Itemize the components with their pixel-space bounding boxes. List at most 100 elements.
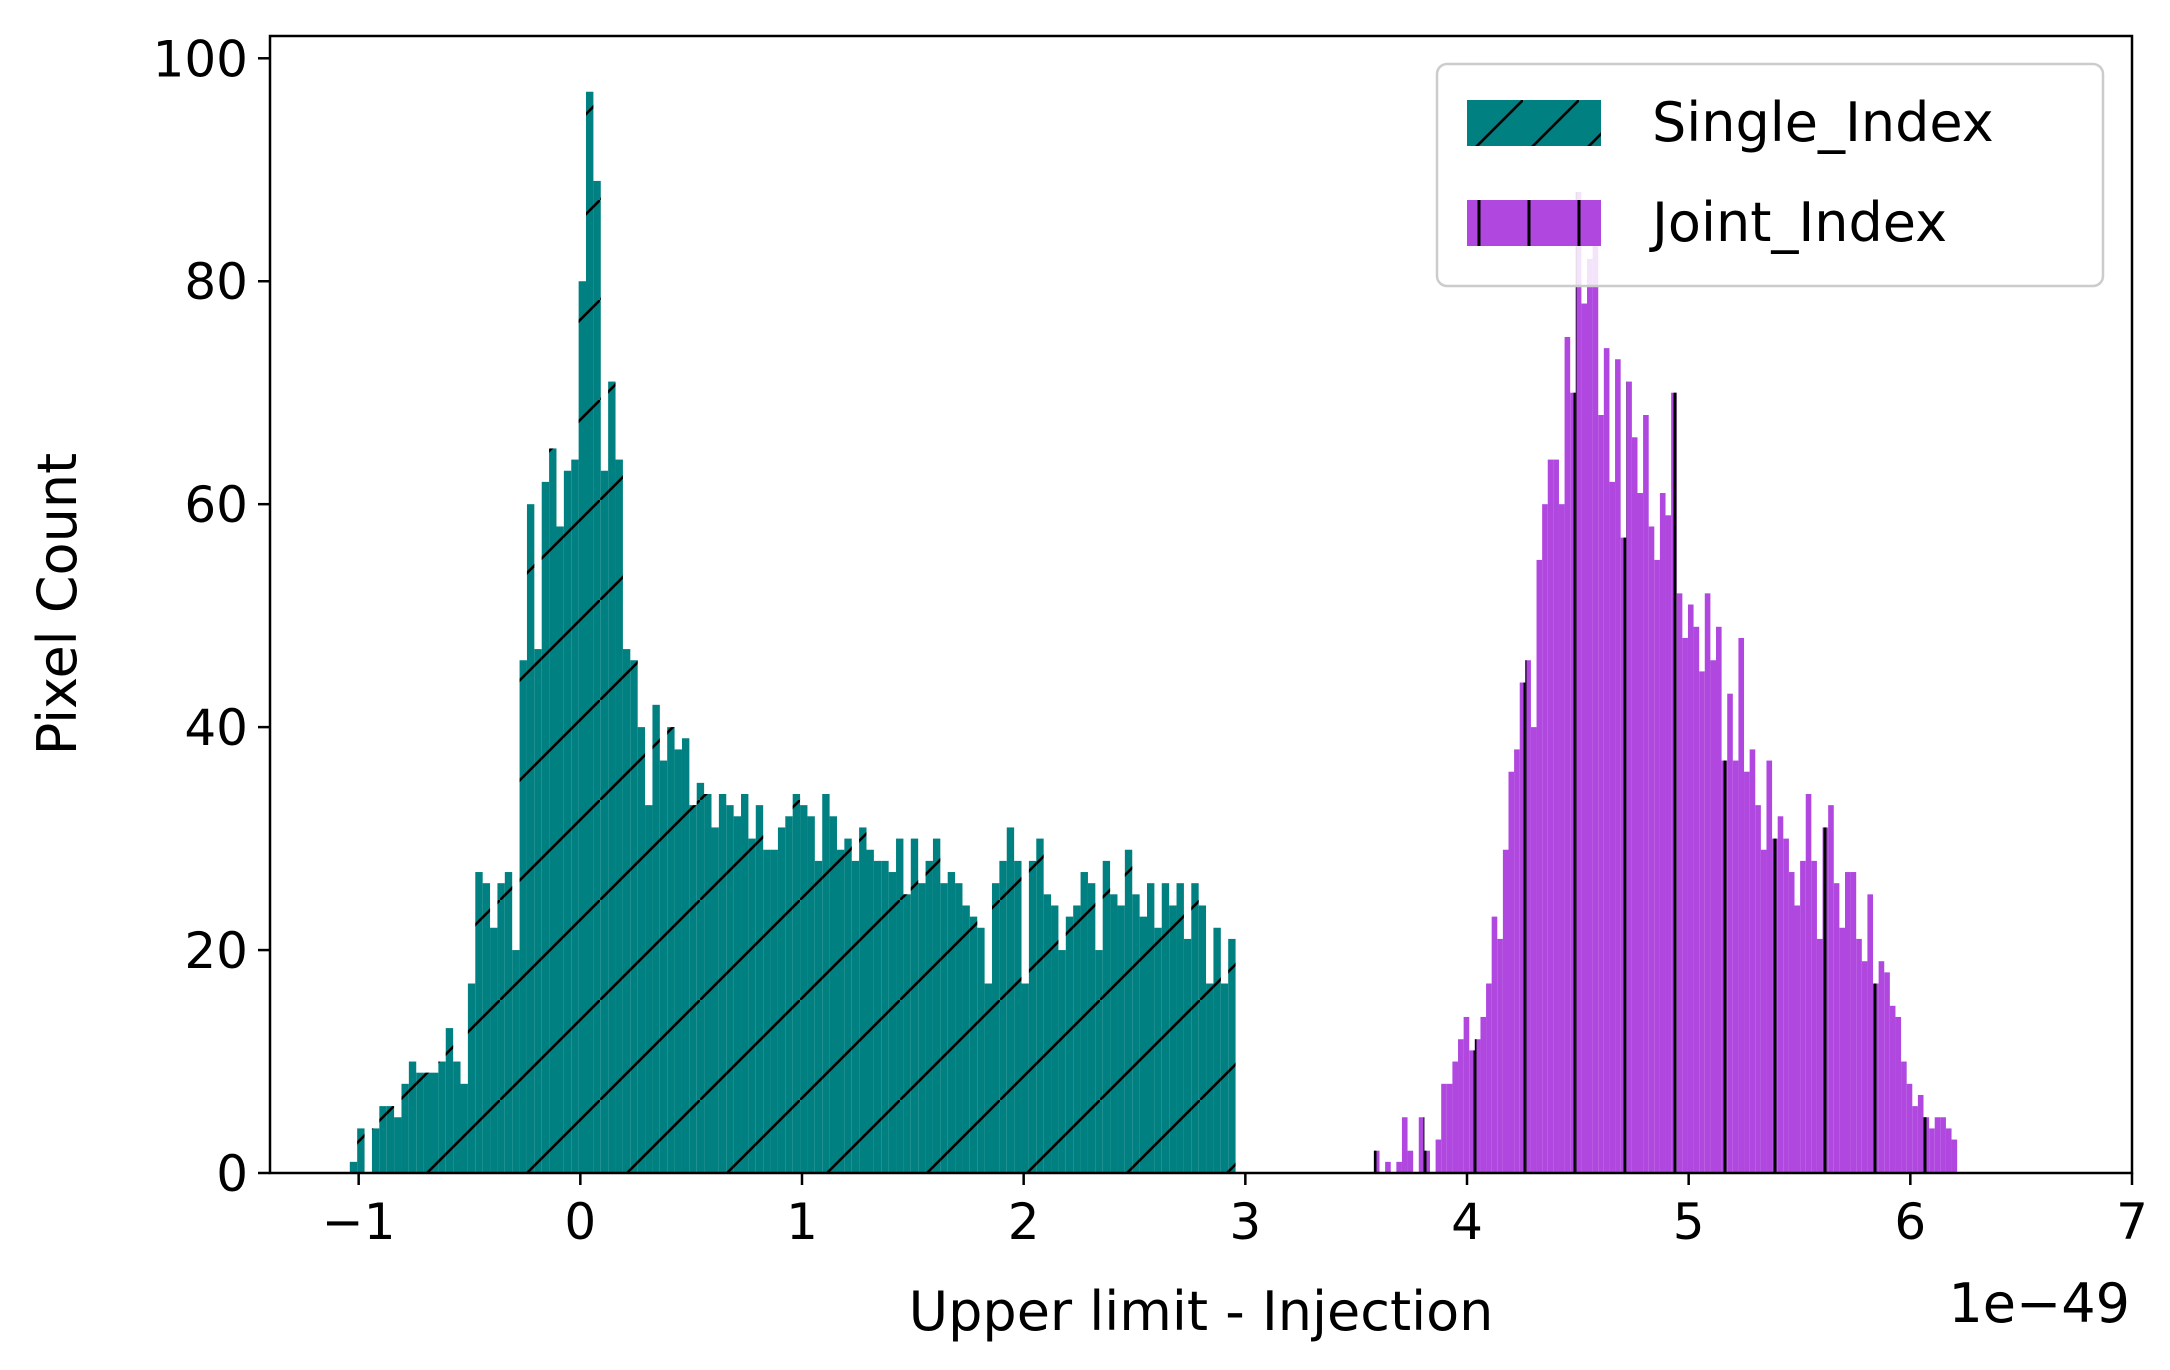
bar-hatch [1547, 459, 1554, 1173]
x-tick-label: 4 [1451, 1193, 1483, 1251]
bar-hatch [748, 838, 756, 1173]
bar-hatch [1147, 883, 1155, 1173]
bar-hatch [851, 860, 860, 1173]
bar-hatch [630, 660, 638, 1173]
bar-hatch [1951, 1139, 1958, 1173]
bar-hatch [755, 805, 764, 1173]
bar-hatch [645, 805, 653, 1173]
bar-hatch [792, 794, 801, 1173]
bar-hatch [453, 1061, 461, 1173]
bar-hatch [1861, 961, 1868, 1173]
bar-hatch [1508, 771, 1515, 1173]
bar-hatch [416, 1072, 424, 1173]
legend-box [1435, 62, 2105, 288]
bar-hatch [1021, 983, 1029, 1173]
bar-hatch [1139, 916, 1147, 1173]
legend: Single_Index Joint_Index [1435, 62, 2105, 288]
bar-hatch [1811, 860, 1817, 1173]
bar-hatch [1923, 1117, 1930, 1173]
legend-swatch-single-index-hatch [1467, 100, 1601, 146]
bar-hatch [888, 872, 897, 1173]
bar-hatch [1161, 883, 1170, 1173]
bar-hatch [932, 838, 941, 1173]
x-tick-label: 3 [1229, 1193, 1261, 1251]
bar-hatch [1073, 905, 1081, 1173]
bar-hatch [1458, 1039, 1464, 1173]
bar-hatch [1469, 1050, 1475, 1173]
bar-hatch [1654, 559, 1660, 1173]
bar-hatch [1727, 693, 1733, 1173]
bar-hatch [999, 860, 1007, 1173]
bar-hatch [1206, 983, 1214, 1173]
bar-hatch [556, 526, 564, 1173]
bar-hatch [1693, 626, 1700, 1173]
bar-hatch [1530, 727, 1537, 1173]
bar-hatch [1856, 938, 1862, 1173]
x-tick-label: 7 [2116, 1193, 2148, 1251]
bar-hatch [1884, 972, 1890, 1173]
series-single-index [349, 91, 1236, 1173]
bar-hatch [1198, 905, 1207, 1173]
bar-hatch [401, 1083, 409, 1173]
bar-hatch [1117, 905, 1125, 1173]
bar-hatch [1385, 1161, 1391, 1173]
bar-hatch [829, 816, 837, 1173]
bar-hatch [1867, 894, 1874, 1173]
x-axis: −1 0 1 2 3 4 5 6 7 [322, 1173, 2148, 1251]
bar-hatch [977, 927, 985, 1173]
bar-hatch [918, 883, 926, 1173]
bar-hatch [1213, 927, 1221, 1173]
bar-hatch [1676, 593, 1683, 1173]
bar-hatch [1228, 938, 1236, 1173]
bar-hatch [1648, 526, 1655, 1173]
bar-hatch [1889, 1005, 1896, 1173]
bar-hatch [1665, 515, 1672, 1173]
bar-hatch [1553, 459, 1559, 1173]
bar-hatch [1401, 1117, 1408, 1173]
bar-hatch [1452, 1061, 1459, 1173]
bar-hatch [873, 860, 882, 1173]
bar-hatch [836, 849, 845, 1173]
bar-hatch [1592, 236, 1599, 1173]
y-tick-label: 80 [184, 253, 248, 311]
bar-hatch [1080, 872, 1088, 1173]
bar-hatch [1581, 303, 1588, 1173]
bar-hatch [984, 983, 992, 1173]
bar-hatch [1873, 983, 1879, 1173]
bar-hatch [1760, 849, 1767, 1173]
bar-hatch [1755, 805, 1761, 1173]
x-tick-label: 0 [564, 1193, 596, 1251]
bar-hatch [1051, 905, 1059, 1173]
bar-hatch [615, 459, 623, 1173]
bar-hatch [1800, 860, 1806, 1173]
bar-hatch [1587, 258, 1593, 1173]
bar-hatch [1028, 860, 1037, 1173]
bar-hatch [622, 649, 631, 1173]
bar-hatch [512, 950, 520, 1173]
bar-hatch [1396, 1161, 1402, 1173]
bar-hatch [1844, 872, 1851, 1173]
bar-hatch [1043, 894, 1052, 1173]
bar-hatch [1176, 883, 1184, 1173]
bar-hatch [1738, 637, 1745, 1173]
bar-hatch [1699, 671, 1705, 1173]
bar-hatch [1058, 950, 1066, 1173]
bar-hatch [991, 883, 1000, 1173]
bar-hatch [593, 180, 601, 1173]
bar-hatch [711, 827, 719, 1173]
bar-hatch [386, 1106, 395, 1173]
bar-hatch [652, 704, 660, 1173]
plot-frame [268, 34, 2134, 1175]
bar-hatch [423, 1072, 431, 1173]
bar-hatch [1659, 493, 1666, 1173]
bar-hatch [357, 1128, 365, 1173]
bar-hatch [1036, 838, 1044, 1173]
bar-hatch [733, 816, 742, 1173]
bar-hatch [947, 872, 956, 1173]
legend-swatch-joint-index-hatch [1467, 200, 1601, 246]
bar-hatch [1006, 827, 1015, 1173]
bar-hatch [1124, 849, 1133, 1173]
bar-hatch [534, 649, 542, 1173]
bar-hatch [1749, 749, 1756, 1173]
x-tick-label: 5 [1673, 1193, 1705, 1251]
